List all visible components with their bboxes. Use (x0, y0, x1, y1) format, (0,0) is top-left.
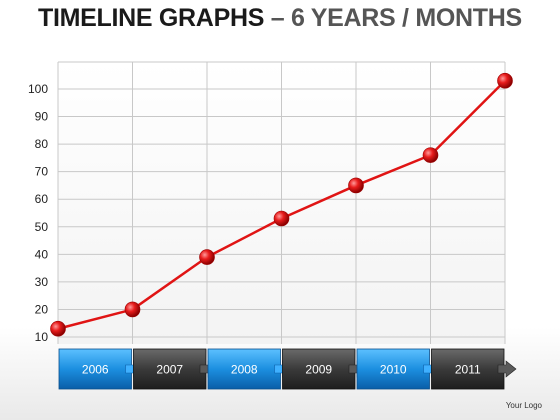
timeline-year-label: 2011 (455, 363, 481, 377)
y-tick-label: 80 (35, 137, 49, 151)
data-point (497, 72, 513, 89)
timeline-year-label: 2006 (82, 363, 109, 377)
y-tick-label: 70 (35, 165, 49, 179)
data-point (199, 249, 215, 265)
timeline-block (133, 348, 207, 390)
y-tick-label: 100 (28, 82, 48, 96)
timeline-block (356, 348, 430, 390)
timeline-block (207, 348, 281, 390)
y-tick-label: 90 (35, 110, 49, 124)
y-tick-label: 30 (35, 275, 49, 289)
y-tick-label: 40 (35, 247, 49, 261)
y-tick-label: 20 (35, 302, 49, 316)
page-title: TIMELINE GRAPHS – 6 YEARS / MONTHS (38, 4, 522, 33)
data-point (50, 320, 66, 337)
timeline-year-label: 2010 (380, 363, 407, 377)
data-point (348, 177, 364, 194)
data-point (273, 210, 290, 227)
y-tick-label: 10 (35, 330, 49, 344)
timeline-block (431, 348, 505, 390)
logo-text: Your Logo (505, 401, 542, 410)
data-point (422, 147, 439, 163)
timeline-year-label: 2009 (305, 363, 332, 377)
title-main: TIMELINE GRAPHS (38, 4, 265, 32)
title-sub: – 6 YEARS / MONTHS (264, 4, 522, 32)
y-tick-label: 60 (35, 192, 49, 206)
timeline-arrow (497, 360, 517, 378)
y-tick-label: 50 (35, 220, 49, 234)
data-point (124, 301, 141, 318)
timeline-year-label: 2007 (156, 363, 183, 377)
timeline-year-label: 2008 (231, 363, 258, 377)
